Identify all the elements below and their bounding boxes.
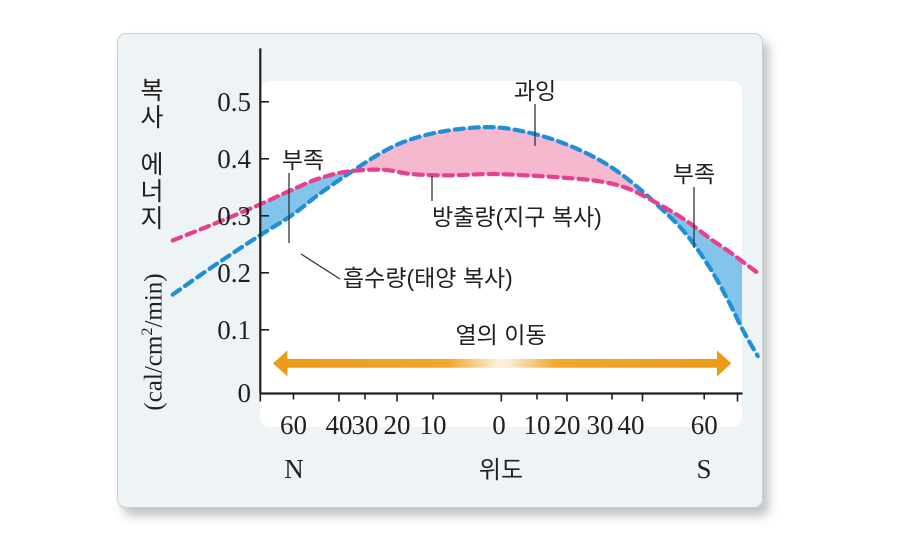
svg-text:0.1: 0.1: [217, 315, 251, 345]
svg-text:40: 40: [618, 410, 645, 440]
svg-text:20: 20: [384, 410, 411, 440]
svg-text:0: 0: [492, 410, 506, 440]
svg-text:10: 10: [420, 410, 447, 440]
svg-text:30: 30: [587, 410, 614, 440]
svg-text:10: 10: [524, 410, 551, 440]
svg-text:0.3: 0.3: [217, 201, 251, 231]
svg-text:0.5: 0.5: [217, 87, 251, 117]
svg-text:60: 60: [691, 410, 718, 440]
svg-text:흡수량(태양 복사): 흡수량(태양 복사): [343, 265, 513, 291]
svg-text:N: N: [284, 454, 304, 484]
svg-text:위도: 위도: [479, 457, 523, 484]
svg-text:0.2: 0.2: [217, 258, 251, 288]
svg-text:0: 0: [238, 378, 252, 408]
svg-text:방출량(지구 복사): 방출량(지구 복사): [432, 204, 602, 230]
svg-text:20: 20: [554, 410, 581, 440]
svg-text:과잉: 과잉: [514, 78, 556, 104]
svg-text:S: S: [696, 454, 711, 484]
svg-text:열의 이동: 열의 이동: [455, 322, 546, 348]
svg-text:0.4: 0.4: [217, 144, 251, 174]
svg-text:부족: 부족: [673, 161, 715, 187]
svg-text:60: 60: [280, 410, 307, 440]
svg-text:부족: 부족: [282, 147, 324, 173]
svg-text:30: 30: [352, 410, 379, 440]
svg-text:40: 40: [326, 410, 353, 440]
